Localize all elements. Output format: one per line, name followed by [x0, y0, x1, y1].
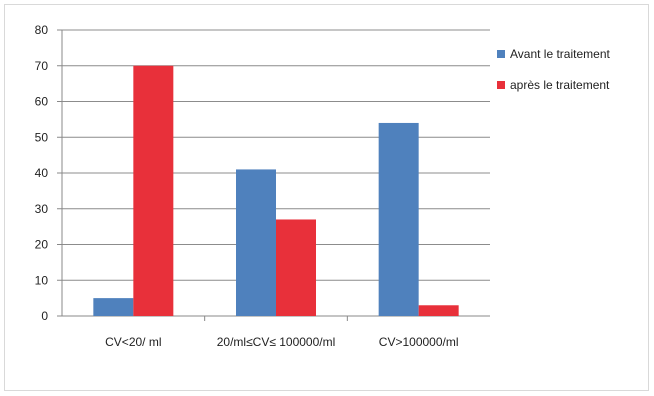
y-axis-ticks: 0 10 20 30 40 50 60 70 80 [35, 23, 62, 323]
y-tick-label: 0 [41, 309, 48, 323]
legend: Avant le traitement après le traitement [497, 47, 610, 92]
y-tick-label: 50 [35, 130, 49, 144]
legend-label-apres: après le traitement [510, 78, 610, 92]
y-tick-label: 60 [35, 95, 49, 109]
y-tick-label: 80 [35, 23, 49, 37]
legend-label-avant: Avant le traitement [510, 47, 610, 61]
bar-avant-1 [236, 169, 276, 316]
x-category-label: 20/ml≤CV≤ 100000/ml [217, 335, 336, 349]
x-category-label: CV<20/ ml [105, 335, 161, 349]
y-tick-label: 20 [35, 238, 49, 252]
y-tick-label: 10 [35, 273, 49, 287]
bar-avant-2 [378, 122, 419, 316]
x-axis-categories: CV<20/ ml 20/ml≤CV≤ 100000/ml CV>100000/ml [105, 316, 459, 349]
bar-apres-0 [133, 65, 174, 316]
x-category-label: CV>100000/ml [379, 335, 459, 349]
y-tick-label: 70 [35, 59, 49, 73]
y-tick-label: 30 [35, 202, 49, 216]
chart-frame [4, 4, 649, 391]
y-tick-label: 40 [35, 166, 49, 180]
bar-avant-0 [93, 298, 134, 316]
bar-apres-1 [276, 219, 316, 316]
bar-apres-2 [418, 305, 459, 316]
legend-swatch-avant [497, 50, 505, 58]
bars [93, 65, 459, 316]
legend-swatch-apres [497, 81, 505, 89]
